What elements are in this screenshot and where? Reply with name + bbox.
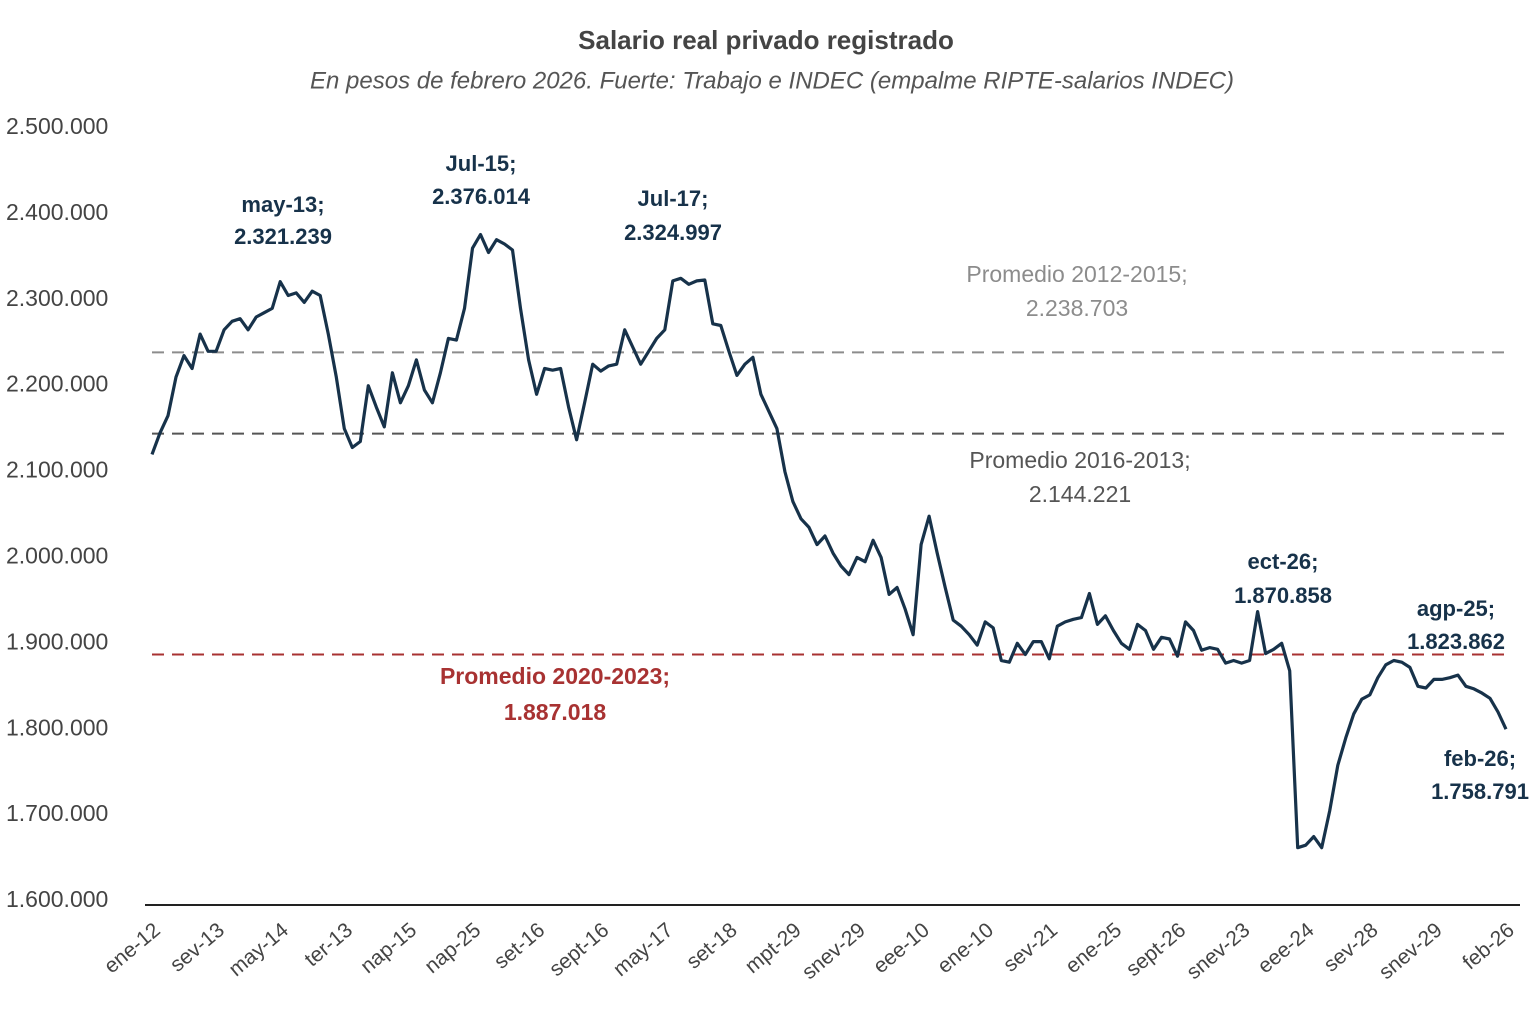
x-tick-label: sev-21: [999, 918, 1062, 976]
annotation-value: 1.823.862: [1407, 629, 1505, 654]
annotation-value: 1.870.858: [1234, 583, 1332, 608]
y-tick-label: 1.600.000: [6, 886, 108, 912]
chart-subtitle: En pesos de febrero 2026. Fuerte: Trabaj…: [310, 67, 1234, 94]
annotation-label: Jul-15;: [446, 151, 517, 176]
x-tick-label: snev-29: [798, 918, 870, 984]
x-tick-label: mpt-29: [741, 918, 806, 978]
annotation-value: 2.376.014: [432, 184, 531, 209]
x-tick-label: ene-25: [1061, 918, 1126, 978]
reference-label: Promedio 2012-2015;: [966, 261, 1187, 287]
x-tick-label: eee-10: [869, 918, 934, 978]
x-tick-label: sept-16: [545, 918, 613, 981]
y-tick-label: 2.500.000: [6, 113, 108, 139]
series-line: [150, 232, 1508, 850]
reference-value: 1.887.018: [504, 699, 607, 725]
x-tick-label: ene-12: [100, 918, 165, 978]
x-tick-label: sev-13: [166, 918, 229, 976]
y-tick-label: 2.100.000: [6, 457, 108, 483]
x-tick-label: set-18: [682, 918, 742, 973]
x-tick-label: ene-10: [933, 918, 998, 978]
x-tick-label: eee-24: [1254, 918, 1319, 978]
x-tick-label: may-17: [609, 918, 677, 981]
x-tick-label: nap-25: [420, 918, 485, 978]
annotation-value: 2.324.997: [624, 220, 722, 245]
y-tick-label: 2.400.000: [6, 199, 108, 225]
x-tick-label: snev-23: [1182, 918, 1254, 984]
reference-label: Promedio 2020-2023;: [440, 663, 670, 689]
chart-title: Salario real privado registrado: [578, 25, 954, 55]
reference-value: 2.144.221: [1029, 481, 1131, 507]
annotation-label: feb-26;: [1444, 746, 1516, 771]
annotation-label: Jul-17;: [638, 186, 709, 211]
x-tick-label: set-16: [490, 918, 550, 973]
x-tick-label: feb-26: [1458, 918, 1518, 974]
y-tick-label: 2.300.000: [6, 285, 108, 311]
y-tick-label: 1.700.000: [6, 800, 108, 826]
annotation-label: ect-26;: [1248, 549, 1319, 574]
x-tick-label: sev-28: [1320, 918, 1383, 976]
x-tick-label: sept-26: [1122, 918, 1190, 981]
reference-label: Promedio 2016-2013;: [969, 447, 1190, 473]
annotation-value: 2.321.239: [234, 224, 332, 249]
x-tick-label: ter-13: [300, 918, 357, 971]
annotation-label: may-13;: [241, 192, 324, 217]
reference-value: 2.238.703: [1026, 295, 1128, 321]
x-tick-label: snev-29: [1375, 918, 1447, 984]
y-tick-label: 1.900.000: [6, 628, 108, 654]
annotation-label: agp-25;: [1417, 596, 1495, 621]
y-tick-label: 2.000.000: [6, 543, 108, 569]
annotation-value: 1.758.791: [1431, 779, 1529, 804]
y-tick-label: 1.800.000: [6, 714, 108, 740]
x-tick-label: may-14: [225, 918, 294, 981]
x-tick-label: nap-15: [356, 918, 421, 978]
y-tick-label: 2.200.000: [6, 371, 108, 397]
